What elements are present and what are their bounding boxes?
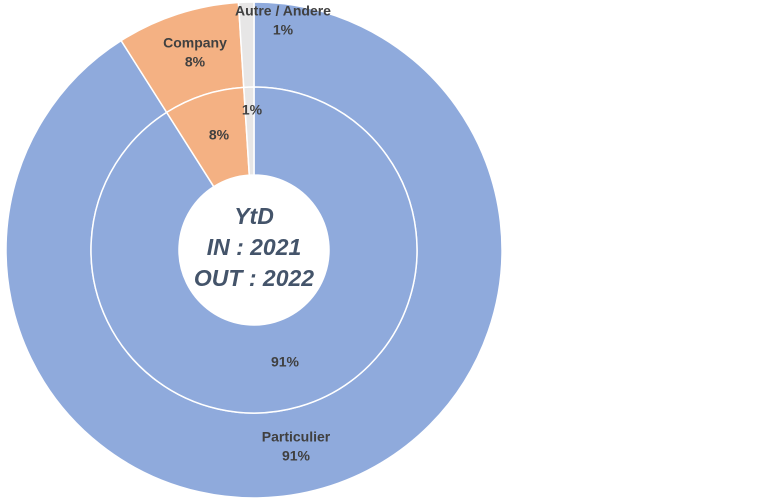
category-label: Autre / Andere — [235, 3, 331, 19]
center-text: YtD — [234, 203, 274, 229]
ring-slice — [242, 86, 255, 176]
category-label: Company — [163, 35, 227, 51]
value-label: 8% — [209, 127, 230, 143]
center-text: OUT : 2022 — [194, 265, 314, 291]
value-label: 1% — [242, 102, 263, 118]
value-label: 91% — [282, 448, 311, 464]
ring-slice — [90, 86, 418, 414]
value-label: 8% — [185, 54, 206, 70]
center-text: IN : 2021 — [207, 234, 302, 260]
value-label: 1% — [273, 22, 294, 38]
value-label: 91% — [271, 354, 300, 370]
category-label: Particulier — [262, 429, 331, 445]
